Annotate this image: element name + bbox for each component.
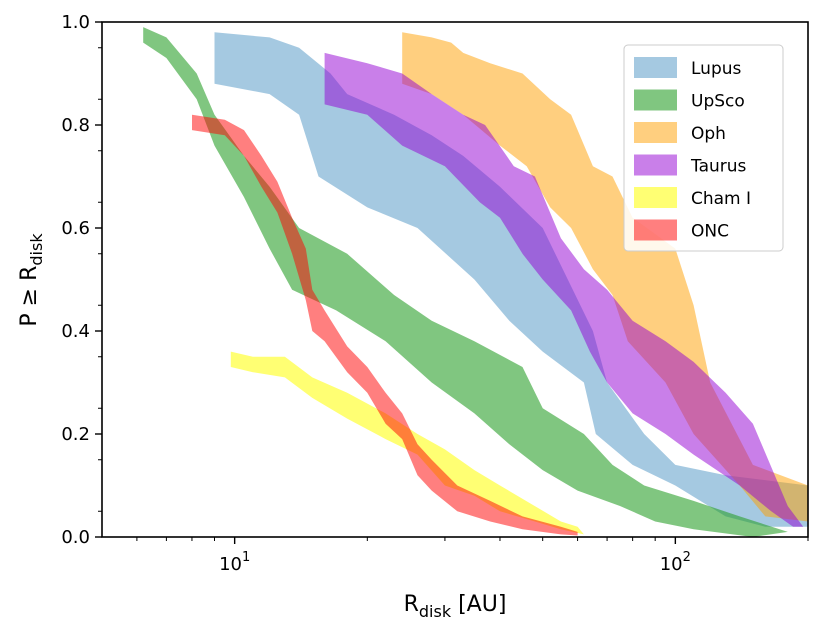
y-tick-label: 0.4 [61, 321, 90, 342]
series-layer [143, 27, 808, 537]
x-tick-label: 101 [219, 550, 250, 575]
y-tick-label: 0.8 [61, 115, 90, 136]
x-axis-title: Rdisk [AU] [404, 592, 507, 621]
legend-swatch-upsco [634, 89, 677, 111]
y-tick-label: 0.2 [61, 424, 90, 445]
legend-label-onc: ONC [691, 222, 729, 242]
legend-label-cham-i: Cham I [691, 189, 751, 209]
legend-swatch-taurus [634, 154, 677, 176]
series-band-lupus [214, 32, 808, 527]
legend-swatch-lupus [634, 57, 677, 78]
legend-label-upsco: UpSco [691, 92, 745, 112]
legend-label-taurus: Taurus [690, 157, 747, 177]
legend-label-lupus: Lupus [691, 59, 742, 79]
series-band-onc [192, 114, 578, 536]
legend-swatch-oph [634, 122, 677, 143]
y-tick-label: 0.6 [61, 218, 90, 239]
x-tick-label: 102 [660, 550, 691, 575]
plot-frame [101, 21, 809, 538]
legend-label-oph: Oph [691, 124, 726, 144]
y-tick-label: 0.0 [61, 527, 90, 548]
y-tick-label: 1.0 [61, 12, 90, 33]
y-axis-title: P ≥ Rdisk [17, 233, 46, 327]
axes-layer: 0.0 0.2 0.4 0.6 0.8 1.0 101 102 [61, 12, 809, 575]
series-band-taurus [324, 52, 804, 527]
legend-swatch-onc [634, 219, 677, 241]
legend: Lupus UpSco Oph Taurus Cham I ONC [623, 44, 784, 252]
legend-swatch-cham-i [634, 187, 677, 208]
